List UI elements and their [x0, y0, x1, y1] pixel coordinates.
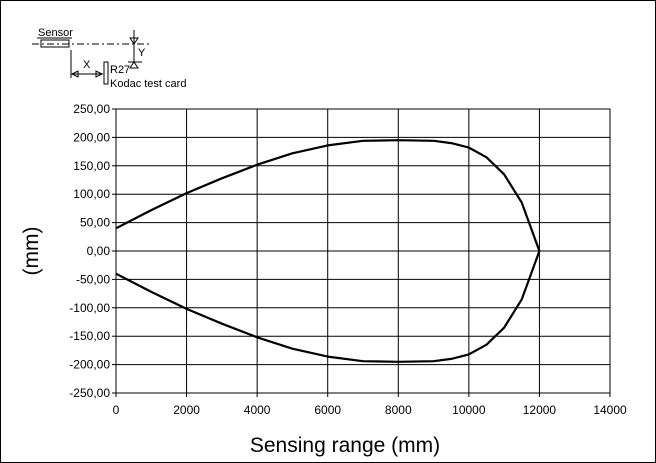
test-card-icon	[103, 61, 109, 85]
x-tick-label: 6000	[314, 403, 341, 417]
y-tick-label: 100,00	[73, 187, 110, 201]
y-tick-label: 50,00	[80, 216, 110, 230]
x-tick-label: 12000	[523, 403, 557, 417]
x-tick-label: 10000	[452, 403, 486, 417]
y-arrow-down-icon	[129, 37, 139, 45]
series-line	[115, 139, 541, 252]
x-tick-label: 14000	[593, 403, 627, 417]
y-tick-labels: 250,00 200,00 150,00 100,00 50,00 0,00 -50,00 -…	[69, 102, 116, 400]
y-tick-label: 200,00	[73, 130, 110, 144]
y-tick-label: -200,00	[69, 358, 110, 372]
y-tick-label: 0,00	[87, 244, 111, 258]
x-axis-title: Sensing range (mm)	[250, 434, 440, 457]
x-tick-labels: 0 2000 4000 6000 8000 10000 12000 14000	[113, 393, 627, 417]
sensor-diagram: Sensor X Y R27 Kodac test card	[32, 27, 186, 90]
test-card-label: Kodac test card	[110, 78, 186, 90]
series-layer	[115, 139, 541, 363]
x-tick-label: 0	[113, 403, 120, 417]
y-tick-label: -100,00	[69, 301, 110, 315]
x-tick-label: 8000	[385, 403, 412, 417]
series-line	[115, 250, 541, 363]
x-arrow-left-icon	[70, 70, 79, 78]
y-tick-label: -50,00	[76, 272, 110, 286]
sensor-label: Sensor	[38, 27, 73, 39]
y-arrow-up-icon	[129, 61, 139, 69]
reflector-label: R27	[110, 64, 130, 76]
y-axis-title: (mm)	[20, 227, 43, 276]
y-tick-label: -150,00	[69, 329, 110, 343]
y-tick-label: 250,00	[73, 102, 110, 116]
x-tick-label: 4000	[244, 403, 271, 417]
y-tick-label: 150,00	[73, 159, 110, 173]
x-dimension-label: X	[83, 59, 91, 71]
x-arrow-right-icon	[95, 70, 104, 78]
y-dimension-label: Y	[138, 47, 146, 59]
y-tick-label: -250,00	[69, 386, 110, 400]
x-tick-label: 2000	[173, 403, 200, 417]
